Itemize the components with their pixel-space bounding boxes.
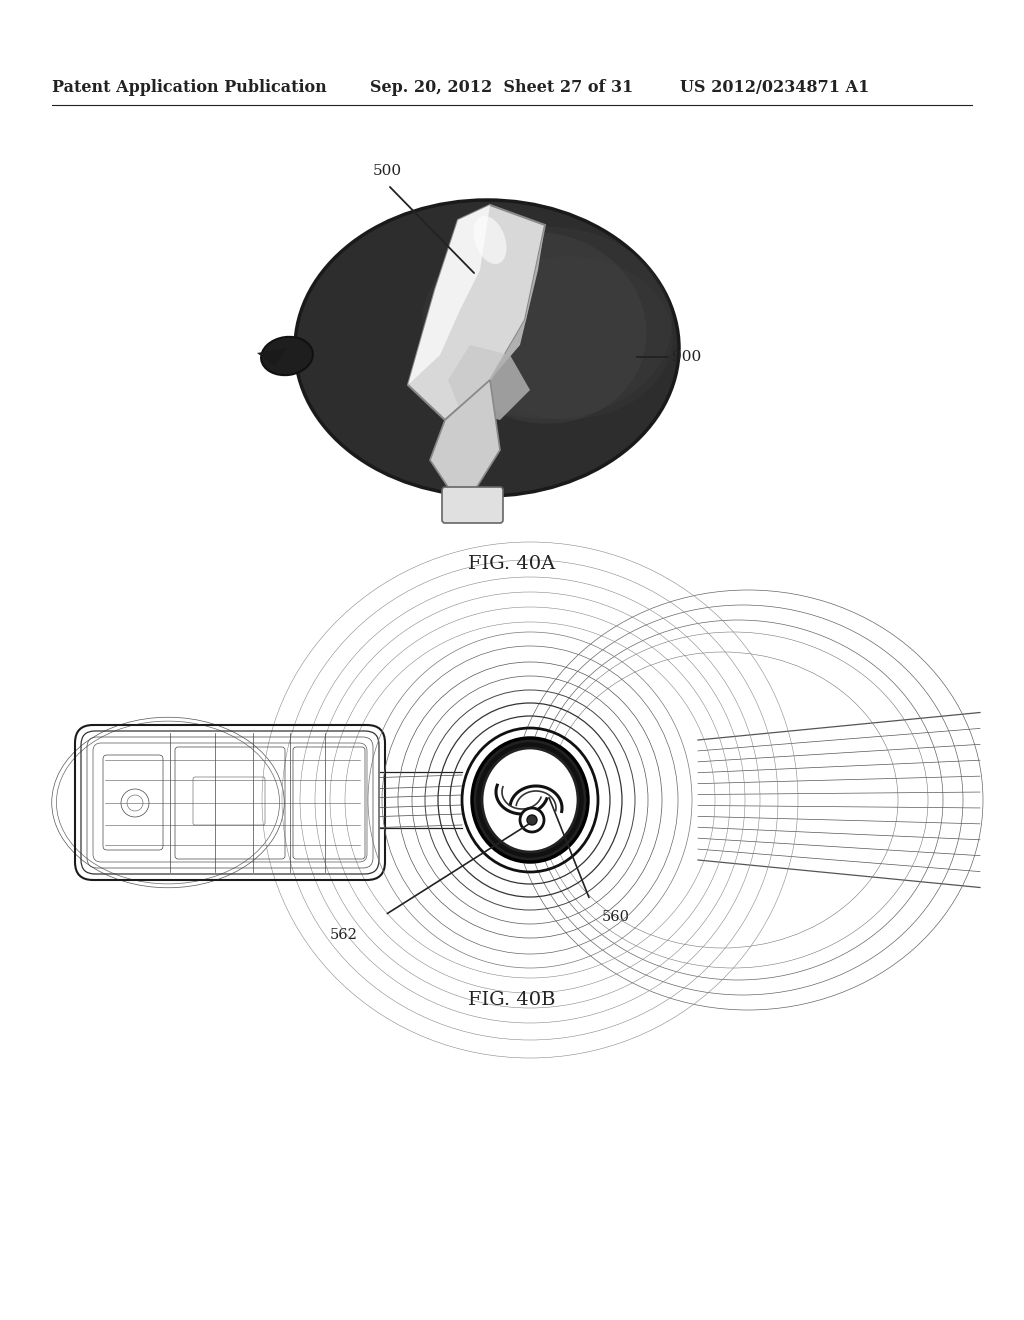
Polygon shape (449, 345, 530, 420)
Ellipse shape (473, 216, 507, 264)
Ellipse shape (482, 748, 578, 851)
Text: FIG. 40B: FIG. 40B (468, 991, 556, 1008)
Text: 500: 500 (373, 164, 402, 178)
Text: 900: 900 (672, 350, 701, 364)
Text: US 2012/0234871 A1: US 2012/0234871 A1 (680, 79, 869, 96)
Text: FIG. 40A: FIG. 40A (468, 554, 556, 573)
Ellipse shape (422, 227, 672, 420)
Text: Patent Application Publication: Patent Application Publication (52, 79, 327, 96)
Polygon shape (430, 380, 500, 490)
Polygon shape (408, 205, 490, 385)
Text: Sep. 20, 2012  Sheet 27 of 31: Sep. 20, 2012 Sheet 27 of 31 (370, 79, 633, 96)
Text: 562: 562 (330, 928, 357, 942)
Polygon shape (490, 224, 545, 380)
Ellipse shape (437, 232, 646, 424)
Text: 560: 560 (602, 909, 630, 924)
FancyBboxPatch shape (442, 487, 503, 523)
Ellipse shape (472, 738, 588, 862)
Circle shape (520, 808, 544, 832)
Circle shape (527, 814, 537, 825)
Ellipse shape (462, 256, 673, 420)
Polygon shape (257, 348, 287, 366)
Ellipse shape (261, 337, 313, 375)
Polygon shape (408, 205, 545, 420)
Ellipse shape (295, 201, 679, 496)
